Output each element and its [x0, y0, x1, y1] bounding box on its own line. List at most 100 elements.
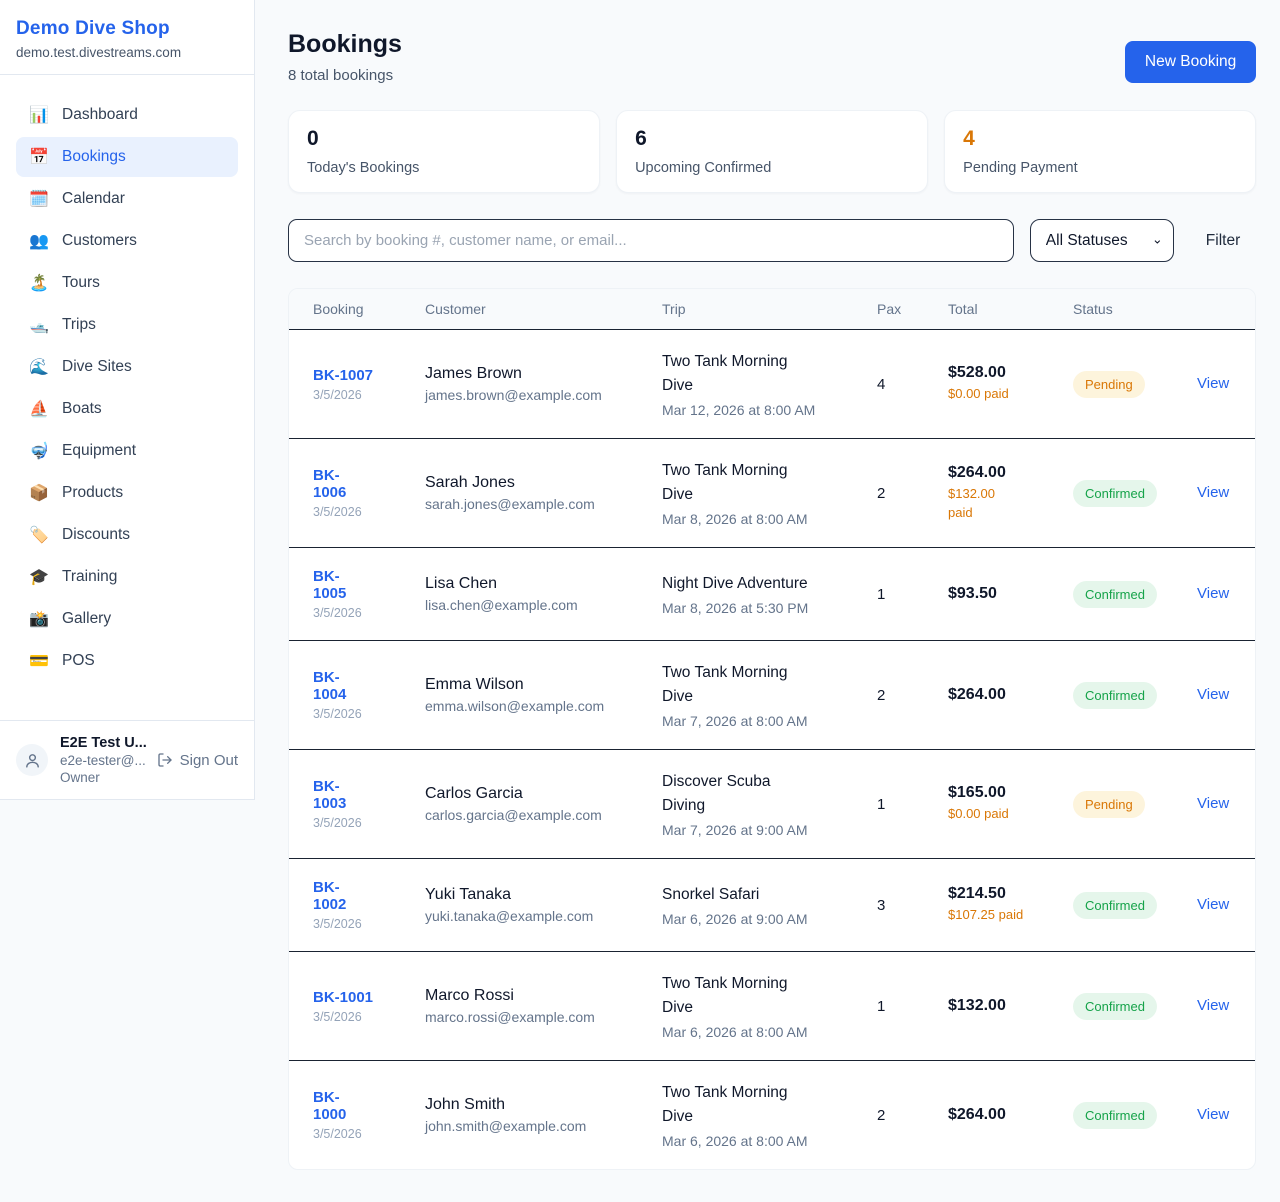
sign-out-button[interactable]: Sign Out	[157, 752, 238, 769]
customer-email: lisa.chen@example.com	[425, 597, 578, 614]
customer-cell: James Brown james.brown@example.com	[425, 365, 662, 403]
table-row: BK-1001 3/5/2026 Marco Rossi marco.rossi…	[289, 952, 1256, 1062]
sidebar-item-dive-sites[interactable]: 🌊 Dive Sites	[16, 347, 238, 387]
customer-email: james.brown@example.com	[425, 387, 602, 404]
booking-date: 3/5/2026	[313, 917, 362, 932]
stat-label: Pending Payment	[963, 160, 1078, 176]
trip-name: Two Tank Morning Dive	[662, 462, 788, 504]
booking-id-link[interactable]: BK-1007	[313, 366, 374, 384]
nav-item-label: Calendar	[62, 190, 125, 207]
view-cell: View	[1197, 1106, 1239, 1124]
page-header: Bookings 8 total bookings New Booking	[288, 30, 1257, 84]
sidebar-item-equipment[interactable]: 🤿 Equipment	[16, 431, 238, 471]
stat-value: 6	[635, 127, 647, 150]
trip-name: Two Tank Morning Dive	[662, 353, 788, 395]
sidebar-item-trips[interactable]: 🛥️ Trips	[16, 305, 238, 345]
nav-item-icon: 🏷️	[29, 527, 49, 544]
booking-date: 3/5/2026	[313, 1127, 362, 1142]
total-amount: $214.50	[948, 885, 1006, 903]
trip-cell: Two Tank Morning Dive Mar 12, 2026 at 8:…	[662, 350, 877, 418]
booking-id-link[interactable]: BK-1001	[313, 988, 374, 1006]
pax-count: 1	[877, 997, 886, 1015]
trip-cell: Night Dive Adventure Mar 8, 2026 at 5:30…	[662, 572, 877, 616]
view-cell: View	[1197, 585, 1239, 603]
stat-label: Today's Bookings	[307, 160, 420, 176]
nav-item-icon: 🤿	[29, 443, 49, 460]
trip-cell: Two Tank Morning Dive Mar 8, 2026 at 8:0…	[662, 459, 877, 527]
status-cell: Confirmed	[1073, 992, 1197, 1020]
total-cell: $264.00	[948, 1106, 1073, 1124]
page-title: Bookings	[288, 30, 402, 58]
sidebar-item-calendar[interactable]: 🗓️ Calendar	[16, 179, 238, 219]
booking-id-link[interactable]: BK- 1000	[313, 1089, 347, 1124]
sign-out-label: Sign Out	[179, 751, 238, 769]
view-link[interactable]: View	[1197, 896, 1230, 914]
booking-id-link[interactable]: BK- 1003	[313, 778, 347, 813]
sidebar-item-products[interactable]: 📦 Products	[16, 473, 238, 513]
table-row: BK- 1005 3/5/2026 Lisa Chen lisa.chen@ex…	[289, 548, 1256, 642]
column-header-customer: Customer	[425, 301, 486, 317]
trip-time: Mar 8, 2026 at 8:00 AM	[662, 511, 808, 528]
bookings-table: Booking Customer Trip Pax Total Status B…	[288, 288, 1257, 1171]
total-amount: $165.00	[948, 784, 1006, 802]
sign-out-icon	[157, 753, 172, 767]
nav-item-label: Bookings	[62, 148, 126, 165]
stat-label: Upcoming Confirmed	[635, 160, 772, 176]
nav-item-icon: 🎓	[29, 569, 49, 586]
table-body: BK-1007 3/5/2026 James Brown james.brown…	[289, 330, 1256, 1169]
sidebar-item-discounts[interactable]: 🏷️ Discounts	[16, 515, 238, 555]
booking-id-link[interactable]: BK- 1006	[313, 467, 347, 502]
view-link[interactable]: View	[1197, 484, 1230, 502]
trip-name: Snorkel Safari	[662, 886, 760, 904]
paid-amount: $132.00 paid	[948, 485, 995, 520]
new-booking-button[interactable]: New Booking	[1124, 41, 1257, 83]
sidebar-item-pos[interactable]: 💳 POS	[16, 641, 238, 681]
trip-name: Two Tank Morning Dive	[662, 664, 788, 706]
search-input[interactable]	[288, 219, 1014, 262]
customer-cell: Marco Rossi marco.rossi@example.com	[425, 987, 662, 1025]
booking-cell: BK-1007 3/5/2026	[313, 367, 425, 402]
view-link[interactable]: View	[1197, 795, 1230, 813]
booking-id-link[interactable]: BK- 1004	[313, 669, 347, 704]
stat-card-todays-bookings: 0 Today's Bookings	[288, 110, 601, 193]
table-row: BK- 1006 3/5/2026 Sarah Jones sarah.jone…	[289, 439, 1256, 549]
paid-amount: $107.25 paid	[948, 907, 1024, 923]
sidebar-item-dashboard[interactable]: 📊 Dashboard	[16, 95, 238, 135]
sidebar-item-boats[interactable]: ⛵ Boats	[16, 389, 238, 429]
booking-id-link[interactable]: BK- 1005	[313, 568, 347, 603]
booking-cell: BK-1001 3/5/2026	[313, 989, 425, 1024]
trip-time: Mar 7, 2026 at 8:00 AM	[662, 713, 808, 730]
user-info: E2E Test U... e2e-tester@... Owner	[60, 735, 147, 785]
total-amount: $93.50	[948, 585, 997, 603]
status-badge: Pending	[1073, 370, 1145, 398]
status-select[interactable]: All Statuses	[1029, 219, 1174, 262]
booking-date: 3/5/2026	[313, 707, 362, 722]
customer-email: marco.rossi@example.com	[425, 1009, 595, 1026]
customer-email: yuki.tanaka@example.com	[425, 908, 594, 925]
sidebar-item-gallery[interactable]: 📸 Gallery	[16, 599, 238, 639]
customer-name: John Smith	[425, 1096, 506, 1114]
trip-time: Mar 6, 2026 at 8:00 AM	[662, 1024, 808, 1041]
booking-cell: BK- 1003 3/5/2026	[313, 778, 425, 830]
booking-date: 3/5/2026	[313, 606, 362, 621]
sidebar-item-bookings[interactable]: 📅 Bookings	[16, 137, 238, 177]
customer-name: Sarah Jones	[425, 474, 515, 492]
sidebar-item-customers[interactable]: 👥 Customers	[16, 221, 238, 261]
nav-item-label: Gallery	[62, 610, 112, 627]
view-link[interactable]: View	[1197, 686, 1230, 704]
view-link[interactable]: View	[1197, 997, 1230, 1015]
booking-id-link[interactable]: BK- 1002	[313, 879, 347, 914]
trip-cell: Two Tank Morning Dive Mar 6, 2026 at 8:0…	[662, 1081, 877, 1149]
pax-count: 2	[877, 484, 886, 502]
view-link[interactable]: View	[1197, 375, 1230, 393]
nav-item-icon: 📦	[29, 485, 49, 502]
view-link[interactable]: View	[1197, 1106, 1230, 1124]
sidebar-item-training[interactable]: 🎓 Training	[16, 557, 238, 597]
pax-count: 2	[877, 1106, 886, 1124]
customer-email: john.smith@example.com	[425, 1118, 587, 1135]
status-badge: Confirmed	[1073, 681, 1157, 709]
pax-count: 4	[877, 375, 886, 393]
view-link[interactable]: View	[1197, 585, 1230, 603]
filter-button[interactable]: Filter	[1205, 231, 1241, 249]
sidebar-item-tours[interactable]: 🏝️ Tours	[16, 263, 238, 303]
